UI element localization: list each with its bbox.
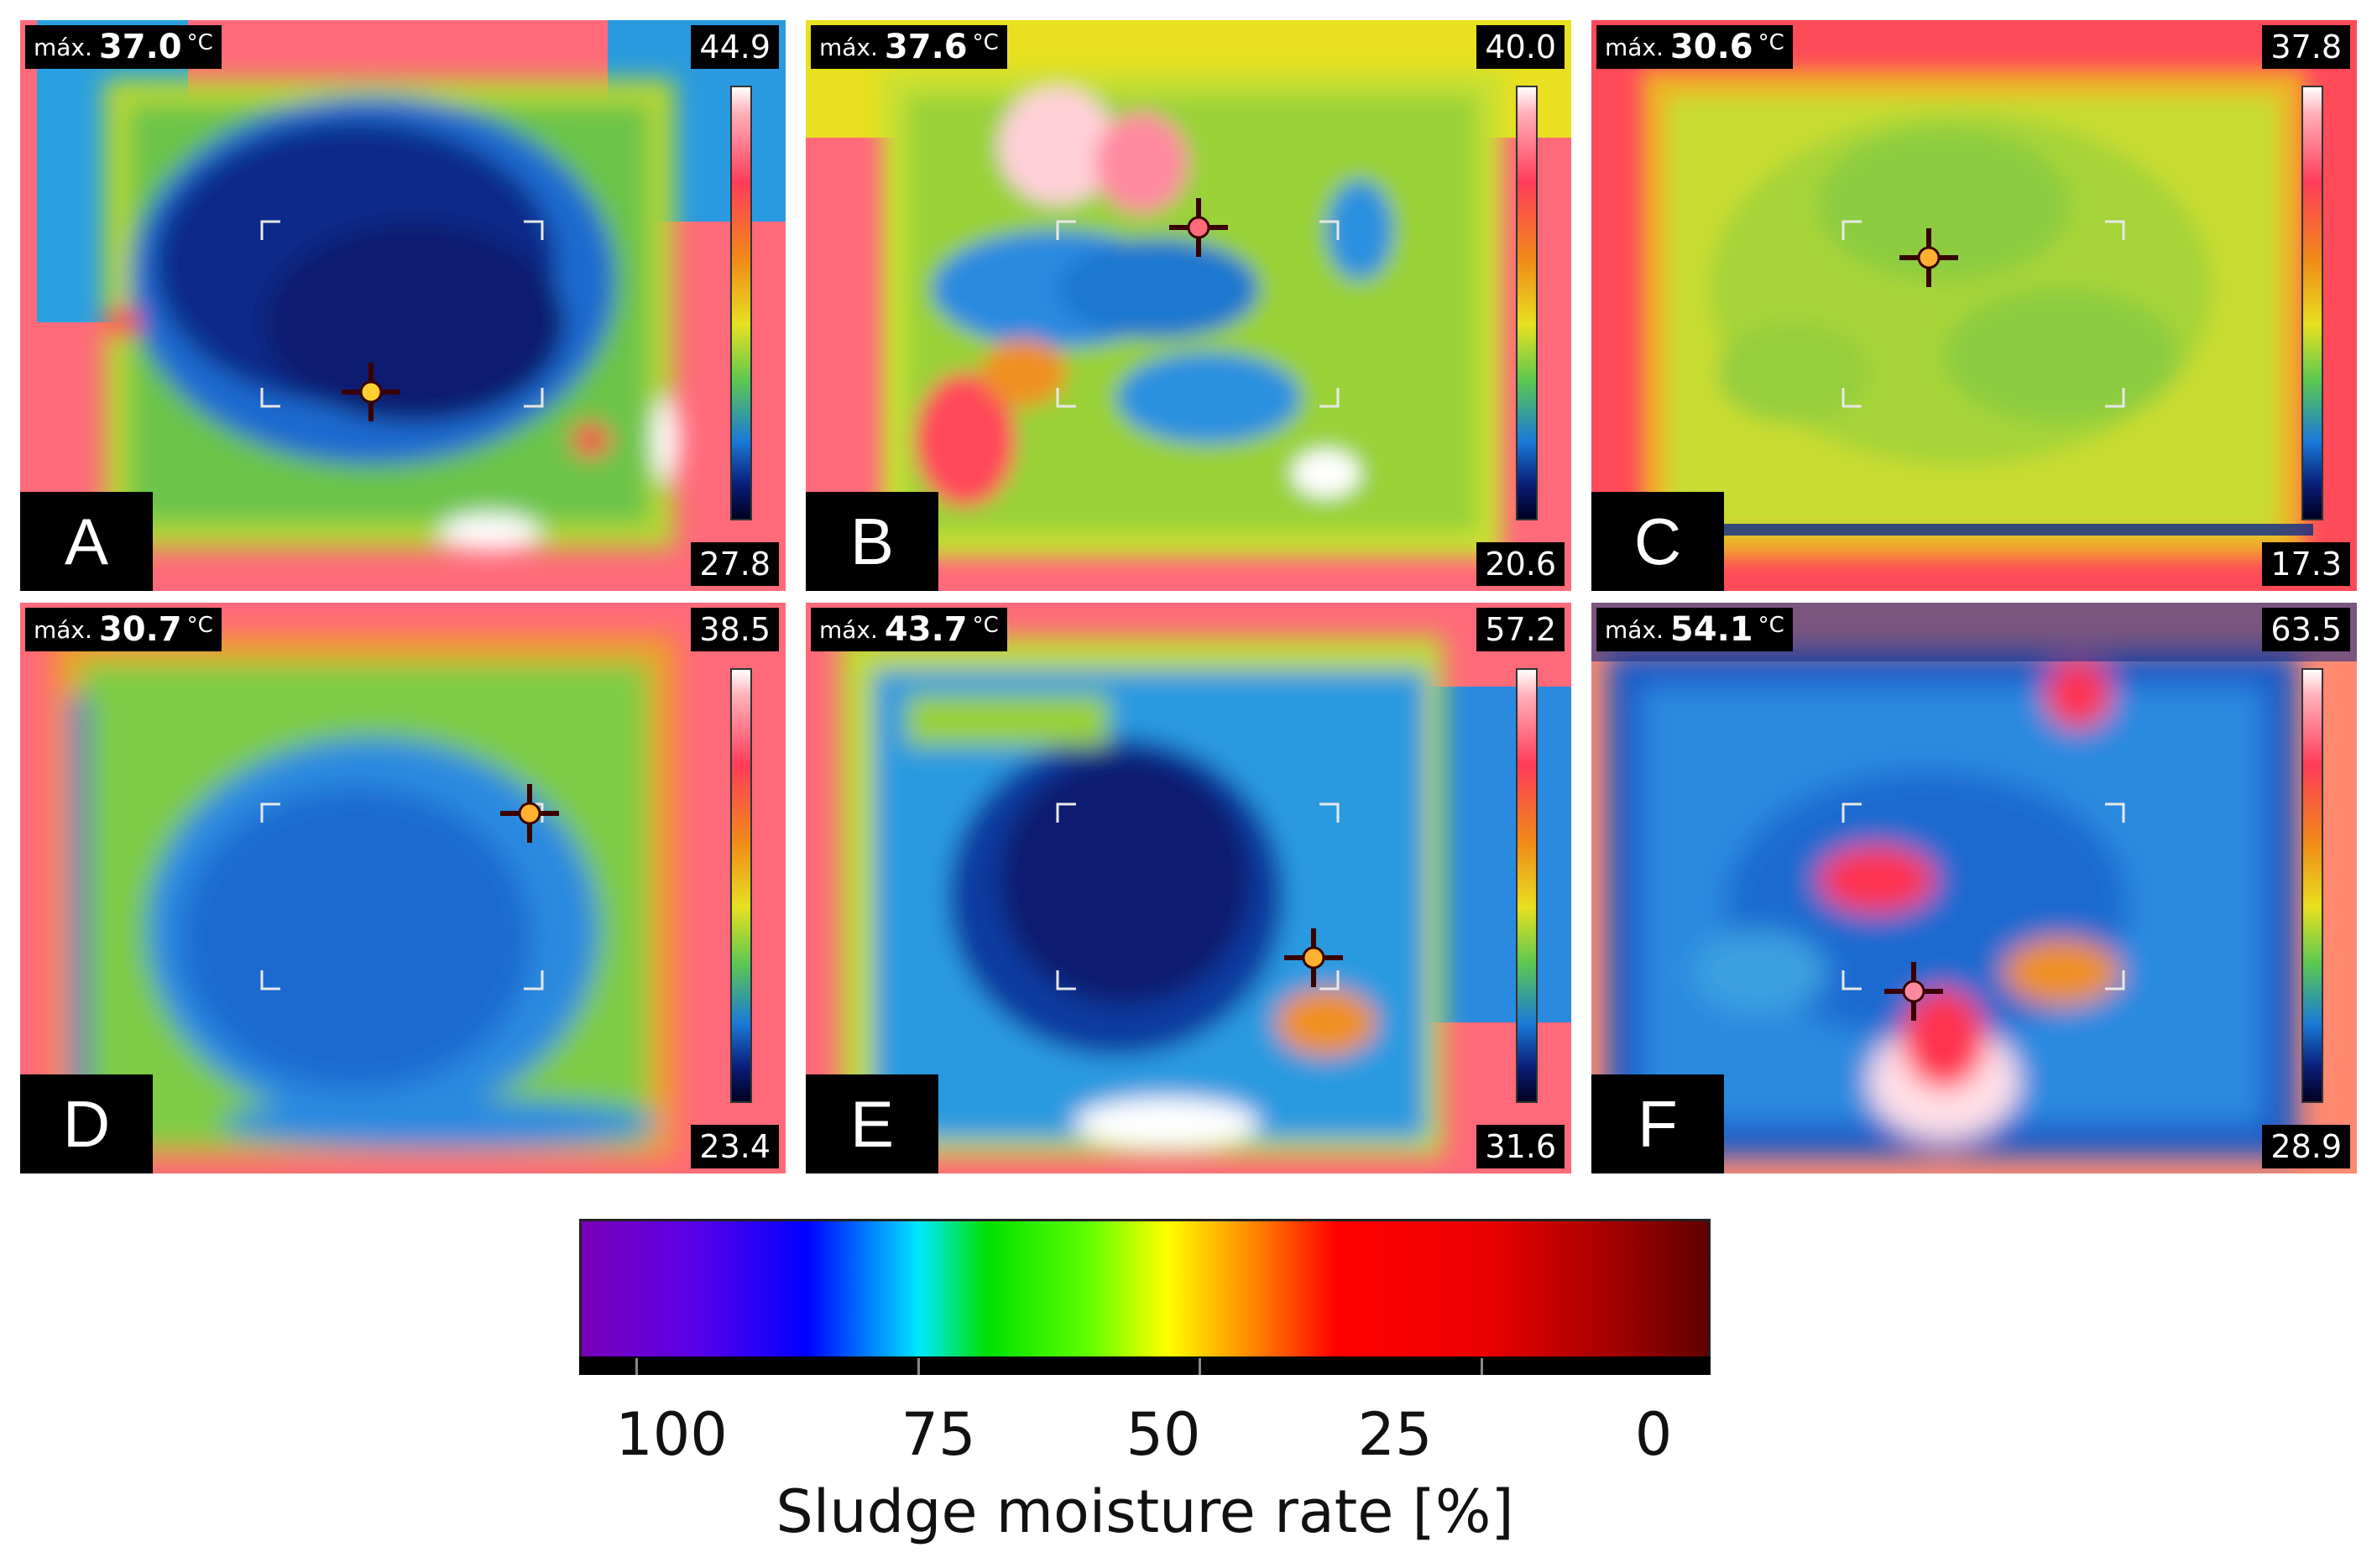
thermal-panel-c: máx. 30.6 °C 37.8 17.3 C [1591, 20, 2357, 591]
max-prefix: máx. [34, 615, 92, 644]
panel-letter: A [20, 492, 153, 591]
max-prefix: máx. [819, 33, 878, 61]
scale-min-value: 31.6 [1476, 1125, 1565, 1168]
colorbar-label-0: 0 [1634, 1400, 1673, 1469]
colorbar-title: Sludge moisture rate [%] [776, 1477, 1514, 1546]
panel-letter: E [806, 1074, 938, 1173]
moisture-colorbar [579, 1219, 1711, 1372]
temperature-scale-bar [730, 668, 752, 1103]
max-temp-value: 30.6 [1669, 28, 1753, 66]
max-temp-label: máx. 37.0 °C [25, 25, 222, 69]
temp-unit: °C [972, 613, 999, 638]
max-temp-value: 43.7 [884, 610, 968, 649]
temp-unit: °C [972, 30, 999, 55]
max-temp-value: 54.1 [1669, 610, 1753, 649]
thermal-image-d [20, 603, 786, 1173]
colorbar-tick [917, 1358, 920, 1375]
scale-min-value: 23.4 [691, 1125, 779, 1168]
max-temp-label: máx. 43.7 °C [811, 608, 1007, 651]
thermal-panel-f: máx. 54.1 °C 63.5 28.9 F [1591, 603, 2357, 1173]
colorbar-tick-strip [579, 1356, 1711, 1375]
panel-letter: C [1591, 492, 1724, 591]
scale-min-value: 20.6 [1476, 542, 1565, 586]
thermal-image-c [1591, 20, 2357, 591]
temp-unit: °C [1758, 30, 1784, 55]
colorbar-tick [635, 1358, 638, 1375]
max-temp-value: 37.6 [884, 28, 968, 66]
panel-letter: F [1591, 1074, 1724, 1173]
scale-max-value: 37.8 [2262, 25, 2350, 69]
scale-max-value: 57.2 [1476, 608, 1565, 651]
temperature-scale-bar [2301, 86, 2323, 520]
scale-max-value: 40.0 [1476, 25, 1565, 69]
colorbar-label-75: 75 [901, 1400, 976, 1469]
temp-unit: °C [186, 613, 213, 638]
temperature-scale-bar [730, 86, 752, 520]
scale-max-value: 44.9 [691, 25, 779, 69]
temperature-scale-bar [2301, 668, 2323, 1103]
temp-unit: °C [1758, 613, 1784, 638]
thermal-panel-b: máx. 37.6 °C 40.0 20.6 B [806, 20, 1571, 591]
max-prefix: máx. [819, 615, 878, 644]
panel-letter: D [20, 1074, 153, 1173]
scale-max-value: 38.5 [691, 608, 779, 651]
max-prefix: máx. [1605, 33, 1664, 61]
max-prefix: máx. [34, 33, 92, 61]
max-temp-value: 30.7 [98, 610, 182, 649]
max-temp-label: máx. 37.6 °C [811, 25, 1007, 69]
thermal-panel-e: máx. 43.7 °C 57.2 31.6 E [806, 603, 1571, 1173]
max-temp-value: 37.0 [98, 28, 182, 66]
max-temp-label: máx. 54.1 °C [1596, 608, 1793, 651]
max-prefix: máx. [1605, 615, 1664, 644]
panel-letter: B [806, 492, 938, 591]
scale-min-value: 27.8 [691, 542, 779, 586]
scale-min-value: 17.3 [2262, 542, 2350, 586]
temp-unit: °C [186, 30, 213, 55]
temperature-scale-bar [1516, 86, 1538, 520]
max-temp-label: máx. 30.6 °C [1596, 25, 1793, 69]
thermal-image-b [806, 20, 1571, 591]
thermal-image-e [806, 603, 1571, 1173]
temperature-scale-bar [1516, 668, 1538, 1103]
scale-min-value: 28.9 [2262, 1125, 2350, 1168]
thermal-panel-d: máx. 30.7 °C 38.5 23.4 D [20, 603, 786, 1173]
thermal-panel-a: máx. 37.0 °C 44.9 27.8 A [20, 20, 786, 591]
max-temp-label: máx. 30.7 °C [25, 608, 222, 651]
scale-max-value: 63.5 [2262, 608, 2350, 651]
colorbar-tick [1199, 1358, 1201, 1375]
colorbar-label-50: 50 [1126, 1400, 1201, 1469]
colorbar-label-25: 25 [1357, 1400, 1433, 1469]
colorbar-label-100: 100 [615, 1400, 728, 1469]
thermal-image-a [20, 20, 786, 591]
colorbar-tick [1481, 1358, 1483, 1375]
